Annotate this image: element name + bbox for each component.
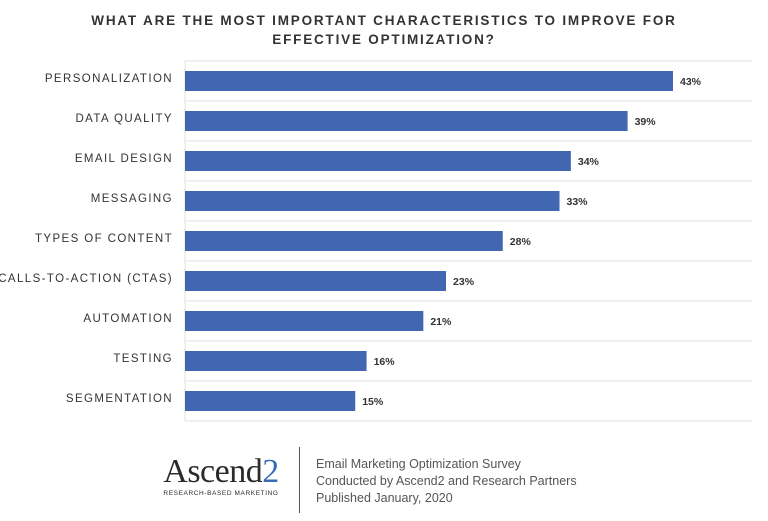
category-label: PERSONALIZATION	[45, 73, 173, 85]
bar	[185, 151, 571, 171]
bar	[185, 111, 628, 131]
logo-wordmark: Ascend2	[160, 455, 282, 489]
source-conducted-by: Conducted by Ascend2 and Research Partne…	[316, 474, 577, 488]
chart-title-line-1: WHAT ARE THE MOST IMPORTANT CHARACTERIST…	[91, 13, 677, 28]
data-label: 16%	[374, 356, 396, 368]
source-published-date: Published January, 2020	[316, 491, 453, 505]
data-label: 21%	[430, 316, 452, 328]
data-label: 39%	[635, 116, 657, 128]
data-label: 15%	[362, 396, 384, 408]
category-label: TYPES OF CONTENT	[35, 233, 173, 245]
bar	[185, 231, 503, 251]
bar	[185, 191, 560, 211]
logo-tagline: RESEARCH-BASED MARKETING	[163, 490, 279, 497]
footer-divider	[299, 447, 300, 513]
bar-chart: PERSONALIZATION 43% DATA QUALITY 39% EMAIL D…	[0, 60, 752, 422]
chart-bars	[185, 71, 673, 411]
ascend2-logo: Ascend2 RESEARCH-BASED MARKETING	[160, 455, 282, 498]
bar	[185, 391, 356, 411]
bar	[185, 271, 447, 291]
bar	[185, 311, 424, 331]
logo-accent-text: 2	[262, 453, 279, 490]
category-label: EMAIL DESIGN	[75, 153, 173, 165]
source-survey-name: Email Marketing Optimization Survey	[316, 457, 521, 471]
category-label: CALLS-TO-ACTION (CTAS)	[0, 273, 173, 285]
chart-labels: PERSONALIZATION 43% DATA QUALITY 39% EMAIL D…	[0, 73, 702, 408]
category-label: TESTING	[113, 353, 173, 365]
data-label: 23%	[453, 276, 475, 288]
data-label: 28%	[510, 236, 532, 248]
bar	[185, 71, 673, 91]
data-label: 34%	[578, 156, 600, 168]
category-label: DATA QUALITY	[75, 113, 173, 125]
logo-main-text: Ascend	[163, 453, 263, 490]
category-label: MESSAGING	[91, 193, 173, 205]
chart-title-line-2: EFFECTIVE OPTIMIZATION?	[272, 32, 496, 47]
chart-title: WHAT ARE THE MOST IMPORTANT CHARACTERIST…	[60, 11, 708, 49]
source-note: Email Marketing Optimization Survey Cond…	[316, 456, 577, 507]
category-label: AUTOMATION	[83, 313, 173, 325]
data-label: 33%	[567, 196, 589, 208]
category-label: SEGMENTATION	[66, 393, 173, 405]
bar	[185, 351, 367, 371]
data-label: 43%	[680, 76, 702, 88]
